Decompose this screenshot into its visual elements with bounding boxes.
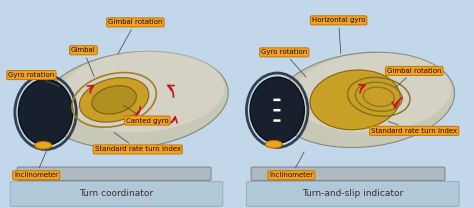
FancyBboxPatch shape [17,167,211,181]
Text: Gyro rotation: Gyro rotation [8,72,60,87]
Ellipse shape [92,86,137,114]
Text: Turn coordinator: Turn coordinator [80,189,154,198]
FancyBboxPatch shape [10,181,223,206]
Ellipse shape [310,70,400,130]
Ellipse shape [292,53,451,132]
Circle shape [35,142,52,149]
Text: Inclinometer: Inclinometer [269,152,313,178]
Text: Standard rate turn index: Standard rate turn index [95,132,181,152]
Ellipse shape [60,51,225,132]
Ellipse shape [80,78,149,122]
Text: Turn-and-slip indicator: Turn-and-slip indicator [302,189,403,198]
Text: Gimbal rotation: Gimbal rotation [387,68,441,88]
Text: Gimbal: Gimbal [71,47,96,77]
FancyBboxPatch shape [273,99,281,101]
Text: Standard rate turn index: Standard rate turn index [371,121,457,134]
FancyBboxPatch shape [246,181,459,206]
Text: Canted gyro: Canted gyro [124,105,169,124]
Ellipse shape [43,51,228,148]
Ellipse shape [250,77,304,143]
FancyBboxPatch shape [251,167,445,181]
Text: Gyro rotation: Gyro rotation [261,49,307,77]
FancyBboxPatch shape [273,119,281,122]
Text: Inclinometer: Inclinometer [14,150,58,178]
Text: Horizontal gyro: Horizontal gyro [312,17,365,54]
Ellipse shape [18,79,73,145]
FancyBboxPatch shape [273,109,281,111]
Ellipse shape [274,52,455,147]
Text: Gimbal rotation: Gimbal rotation [108,19,163,54]
Circle shape [265,141,283,148]
